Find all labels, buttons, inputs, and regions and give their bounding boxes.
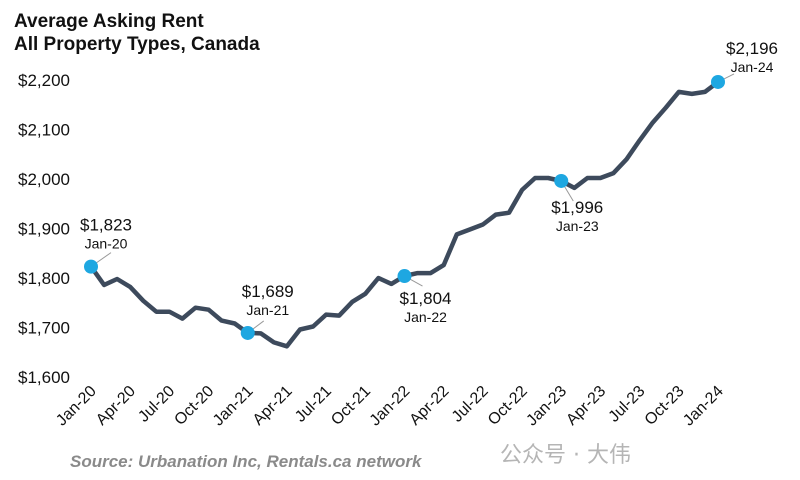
y-tick-label: $2,000 xyxy=(18,170,70,189)
title-line-1: Average Asking Rent xyxy=(14,11,204,32)
data-marker xyxy=(554,173,569,188)
y-tick-label: $1,800 xyxy=(18,269,70,288)
y-tick-label: $1,700 xyxy=(18,319,70,338)
title-line-2: All Property Types, Canada xyxy=(14,34,260,55)
x-tick-label: Jul-20 xyxy=(135,383,178,426)
watermark: 公众号 · 大伟 xyxy=(500,443,631,468)
x-tick-label: Jan-24 xyxy=(680,383,727,430)
x-tick-label: Apr-20 xyxy=(93,383,139,429)
x-tick-label: Oct-23 xyxy=(642,383,688,429)
y-tick-label: $1,600 xyxy=(18,368,70,387)
y-tick-label: $1,900 xyxy=(18,220,70,239)
x-tick-label: Jul-23 xyxy=(606,383,649,426)
annotation-label: Jan-22 xyxy=(404,309,447,325)
data-marker xyxy=(84,259,98,274)
x-tick-label: Oct-21 xyxy=(328,383,374,429)
x-tick-label: Jan-21 xyxy=(210,383,257,430)
x-tick-label: Jan-20 xyxy=(53,383,100,430)
x-tick-label: Oct-20 xyxy=(171,383,217,429)
data-marker xyxy=(397,269,412,284)
y-tick-label: $2,100 xyxy=(18,121,70,140)
x-tick-label: Apr-21 xyxy=(250,383,296,429)
annotation-label: Jan-23 xyxy=(556,218,599,234)
annotation-value: $1,823 xyxy=(80,216,132,235)
x-tick-label: Jul-22 xyxy=(449,383,492,426)
x-tick-label: Oct-22 xyxy=(485,383,531,429)
annotation-label: Jan-20 xyxy=(85,236,128,252)
annotation-label: Jan-21 xyxy=(246,302,289,318)
annotation-value: $2,196 xyxy=(726,39,778,58)
annotation-value: $1,689 xyxy=(242,282,294,301)
annotation-value: $1,804 xyxy=(400,289,452,308)
annotation-value: $1,996 xyxy=(551,198,603,217)
data-marker xyxy=(711,74,725,89)
x-tick-label: Jan-23 xyxy=(523,383,570,430)
x-tick-label: Jul-21 xyxy=(292,383,335,426)
x-tick-label: Jan-22 xyxy=(367,383,414,430)
annotation-label: Jan-24 xyxy=(731,59,774,75)
data-marker xyxy=(240,325,255,340)
y-tick-label: $2,200 xyxy=(18,71,70,90)
x-tick-label: Apr-23 xyxy=(563,383,609,429)
x-tick-label: Apr-22 xyxy=(407,383,453,429)
source-note: Source: Urbanation Inc, Rentals.ca netwo… xyxy=(70,452,422,471)
chart-title: Average Asking Rent All Property Types, … xyxy=(14,10,260,56)
